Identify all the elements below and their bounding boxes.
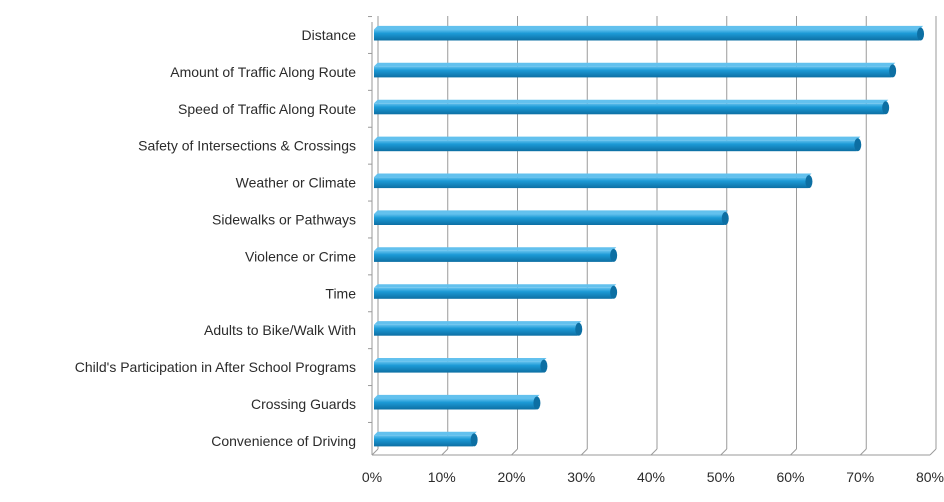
bar-end-cap (610, 285, 618, 299)
category-label: Safety of Intersections & Crossings (138, 138, 356, 154)
bar-top-face (374, 321, 582, 325)
bar (374, 136, 862, 152)
x-tick-label: 70% (846, 469, 874, 485)
bar-end-cap (575, 322, 583, 336)
bar (374, 431, 478, 447)
category-label: Convenience of Driving (211, 433, 356, 449)
bar-top-face (374, 25, 924, 30)
bar-top-face (374, 394, 540, 399)
bar-end-cap (889, 64, 897, 78)
bar-front-face (374, 398, 536, 410)
bar-top-face (374, 173, 812, 178)
x-tick-label: 10% (428, 469, 456, 485)
bar-end-cap (533, 396, 541, 410)
bar-top-face (374, 136, 861, 141)
gridline-foot (580, 448, 588, 456)
category-label: Crossing Guards (251, 396, 356, 412)
category-label: Adults to Bike/Walk With (204, 322, 356, 338)
bar-top-face (374, 358, 547, 362)
bar-top-face (374, 431, 477, 436)
bar (374, 284, 618, 299)
bar-end-cap (610, 248, 618, 262)
x-tick-label: 20% (497, 469, 525, 485)
x-tick-label: 50% (707, 469, 735, 485)
bar-top-face (374, 210, 728, 214)
category-label: Speed of Traffic Along Route (178, 101, 356, 117)
bar (374, 321, 583, 336)
gridlines (371, 16, 937, 456)
bar-top-face (374, 62, 896, 67)
bar-top-face (374, 99, 889, 104)
x-tick-label: 30% (567, 469, 595, 485)
bar-end-cap (805, 175, 813, 189)
bar-front-face (374, 287, 613, 299)
category-label: Violence or Crime (245, 248, 356, 264)
category-label: Sidewalks or Pathways (212, 212, 356, 228)
category-label: Weather or Climate (236, 175, 357, 191)
bar-end-cap (917, 27, 925, 41)
gridline-foot (929, 448, 937, 456)
bar-top-face (374, 284, 617, 288)
bar-front-face (374, 214, 725, 225)
bar-front-face (374, 140, 857, 152)
bar (374, 99, 890, 115)
gridline-foot (371, 448, 379, 456)
gridline-foot (859, 448, 867, 456)
bar (374, 358, 548, 373)
category-label: Amount of Traffic Along Route (170, 64, 356, 80)
bar-top-face (374, 247, 617, 251)
category-labels: Distance Amount of Traffic Along Route Spe… (75, 27, 356, 449)
bar-front-face (374, 250, 613, 262)
category-label: Distance (302, 27, 357, 43)
x-tick-label: 0% (362, 469, 382, 485)
bar-end-cap (882, 101, 890, 115)
x-tick-label: 80% (916, 469, 944, 485)
gridline-foot (650, 448, 658, 456)
axes (368, 16, 930, 456)
x-tick-label: 40% (637, 469, 665, 485)
bar-front-face (374, 435, 474, 447)
bar-end-cap (470, 433, 478, 447)
gridline-foot (511, 448, 518, 456)
bar-front-face (374, 66, 892, 78)
gridline-foot (441, 448, 449, 456)
bar-front-face (374, 361, 543, 373)
category-label: Time (325, 285, 356, 301)
gridline-foot (790, 448, 797, 456)
bar-front-face (374, 324, 578, 336)
bar (374, 173, 813, 189)
bar-end-cap (540, 359, 548, 373)
bar (374, 394, 541, 410)
bar (374, 62, 897, 78)
bar-front-face (374, 29, 920, 41)
bars (374, 25, 925, 447)
bar (374, 247, 618, 262)
bar-front-face (374, 177, 808, 189)
x-tick-label: 60% (776, 469, 804, 485)
category-label: Child's Participation in After School Pr… (75, 359, 356, 375)
bar (374, 25, 925, 41)
bar-front-face (374, 103, 885, 115)
gridline-foot (720, 448, 728, 456)
x-tick-labels: 0% 10% 20% 30% 40% 50% 60% 70% 80% (362, 469, 944, 485)
bar (374, 210, 729, 225)
bar-end-cap (721, 212, 729, 225)
bar-end-cap (854, 138, 862, 152)
